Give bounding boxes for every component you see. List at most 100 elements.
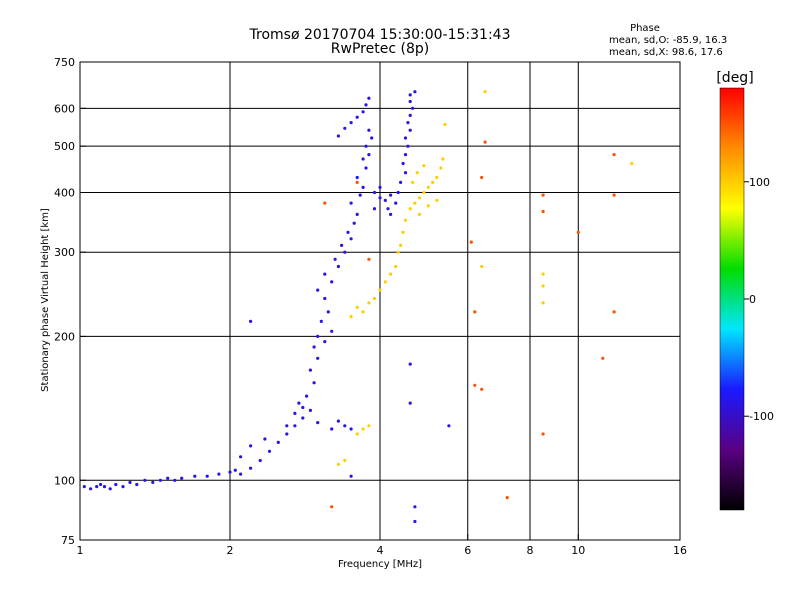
data-point bbox=[378, 185, 382, 189]
data-point bbox=[355, 115, 359, 119]
data-point bbox=[469, 240, 473, 244]
data-point bbox=[364, 144, 368, 148]
grid-lines bbox=[80, 62, 680, 540]
data-point bbox=[249, 466, 253, 470]
data-point bbox=[308, 408, 312, 412]
data-point bbox=[370, 136, 374, 140]
y-tick-label: 600 bbox=[54, 102, 75, 115]
data-point bbox=[361, 157, 365, 161]
data-point bbox=[330, 427, 334, 431]
data-point bbox=[316, 421, 320, 425]
data-point bbox=[355, 432, 359, 436]
data-point bbox=[403, 153, 408, 157]
data-point bbox=[612, 193, 616, 197]
phase-stats-o: mean, sd,O: -85.9, 16.3 bbox=[609, 35, 727, 46]
data-point bbox=[483, 140, 487, 144]
data-point bbox=[217, 472, 221, 476]
y-ticks: 75 100 200 300 400 500 600 750 bbox=[54, 56, 86, 547]
data-point bbox=[447, 424, 451, 428]
data-point bbox=[82, 485, 86, 489]
data-point bbox=[323, 340, 327, 344]
data-point bbox=[323, 272, 327, 276]
y-tick-label: 300 bbox=[54, 246, 75, 259]
data-point bbox=[413, 201, 417, 205]
data-point bbox=[352, 221, 356, 225]
data-point bbox=[173, 478, 177, 482]
data-point bbox=[166, 476, 170, 480]
data-point bbox=[505, 496, 509, 500]
data-point bbox=[301, 405, 305, 410]
data-point bbox=[541, 272, 545, 276]
colorbar-tick-label: -100 bbox=[749, 410, 774, 423]
data-point bbox=[435, 198, 439, 202]
data-point bbox=[312, 345, 316, 349]
data-point bbox=[417, 212, 422, 216]
data-point bbox=[443, 122, 447, 127]
data-point bbox=[413, 505, 417, 509]
data-point bbox=[408, 207, 412, 211]
x-tick-label: 2 bbox=[227, 544, 234, 557]
data-point bbox=[358, 193, 362, 197]
data-point bbox=[336, 264, 340, 269]
data-point bbox=[102, 485, 107, 489]
data-point bbox=[108, 487, 112, 491]
data-point bbox=[413, 90, 417, 94]
data-point bbox=[473, 310, 477, 314]
data-point bbox=[355, 175, 359, 180]
data-point bbox=[128, 480, 132, 484]
data-point bbox=[411, 106, 415, 110]
data-point bbox=[367, 153, 371, 157]
data-point bbox=[180, 476, 184, 480]
data-point bbox=[349, 427, 353, 431]
data-point bbox=[135, 482, 139, 487]
data-point bbox=[158, 478, 162, 482]
data-point bbox=[305, 394, 309, 398]
data-point bbox=[630, 161, 634, 166]
x-tick-label: 16 bbox=[673, 544, 687, 557]
data-point bbox=[389, 193, 393, 197]
data-point bbox=[276, 440, 280, 444]
data-point bbox=[383, 280, 387, 284]
data-point bbox=[323, 201, 327, 205]
data-point bbox=[396, 250, 400, 254]
data-point bbox=[308, 368, 312, 372]
data-point bbox=[193, 474, 197, 478]
data-point bbox=[349, 237, 353, 241]
data-point bbox=[99, 482, 103, 487]
data-point bbox=[343, 424, 347, 428]
x-tick-label: 4 bbox=[377, 544, 384, 557]
data-point bbox=[297, 401, 301, 405]
data-point bbox=[480, 175, 484, 180]
data-point bbox=[431, 180, 435, 184]
data-point bbox=[316, 334, 320, 338]
data-point bbox=[480, 264, 484, 269]
y-axis-label: Stationary phase Virtual Height [km] bbox=[40, 208, 51, 392]
data-point bbox=[349, 474, 353, 478]
data-point bbox=[205, 474, 209, 478]
data-point bbox=[541, 209, 545, 214]
data-points bbox=[82, 90, 634, 524]
data-point bbox=[355, 180, 359, 184]
x-ticks: 1 2 4 6 8 10 16 bbox=[77, 534, 687, 557]
data-point bbox=[378, 288, 382, 292]
data-point bbox=[439, 166, 443, 170]
colorbar-label: [deg] bbox=[716, 70, 753, 86]
data-point bbox=[576, 230, 580, 234]
data-point bbox=[114, 482, 118, 487]
data-point bbox=[399, 180, 403, 184]
data-point bbox=[249, 444, 253, 448]
data-point bbox=[612, 153, 616, 157]
data-point bbox=[541, 432, 545, 436]
y-tick-label: 100 bbox=[54, 474, 75, 487]
data-point bbox=[355, 212, 359, 216]
y-tick-label: 200 bbox=[54, 330, 75, 343]
data-point bbox=[89, 487, 93, 491]
data-point bbox=[326, 310, 330, 314]
data-point bbox=[323, 296, 327, 301]
data-point bbox=[293, 411, 297, 415]
phase-stats-x: mean, sd,X: 98.6, 17.6 bbox=[609, 47, 723, 58]
data-point bbox=[364, 166, 368, 170]
data-point bbox=[349, 121, 353, 125]
data-point bbox=[361, 110, 365, 114]
